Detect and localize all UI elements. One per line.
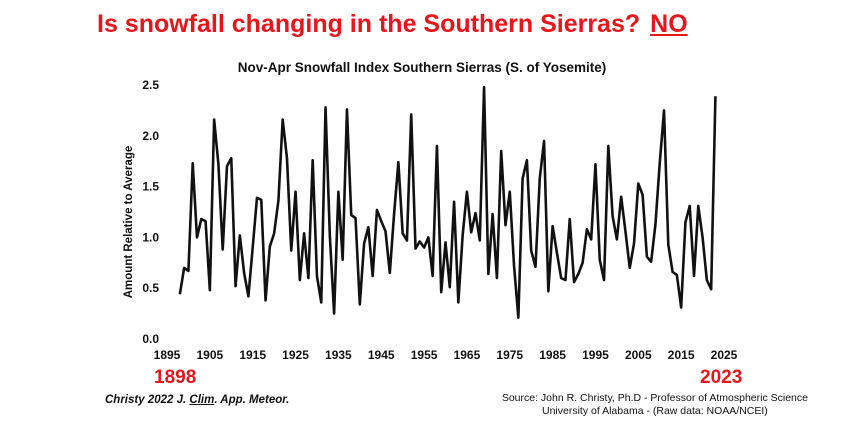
headline: Is snowfall changing in the Southern Sie… [97,10,688,39]
y-tick-label: 0.0 [142,332,159,346]
y-tick-label: 0.5 [142,281,159,295]
x-tick-label: 1915 [239,348,266,362]
x-tick-label: 1895 [154,348,181,362]
x-tick-label: 1995 [582,348,609,362]
chart-title: Nov-Apr Snowfall Index Southern Sierras … [237,60,607,75]
y-tick-label: 1.5 [142,180,159,194]
x-tick-label: 2005 [625,348,652,362]
x-tick-label: 1925 [282,348,309,362]
x-tick-label: 1965 [454,348,481,362]
headline-question: Is snowfall changing in the Southern Sie… [97,10,641,38]
x-tick-label: 1935 [325,348,352,362]
x-tick-label: 1905 [196,348,223,362]
headline-answer: NO [650,10,688,38]
y-axis-label: Amount Relative to Average [123,146,135,299]
x-tick-label: 1975 [496,348,523,362]
x-tick-label: 1955 [411,348,438,362]
source-note: Source: John R. Christy, Ph.D - Professo… [502,392,808,418]
citation: Christy 2022 J. Clim. App. Meteor. [105,394,289,406]
start-year-label: 1898 [154,367,197,388]
y-tick-label: 1.0 [142,230,159,244]
x-tick-label: 1985 [539,348,566,362]
citation-prefix: Christy 2022 J. [105,394,190,406]
series-line [178,85,717,319]
x-tick-label: 1945 [368,348,395,362]
end-year-label: 2023 [700,367,743,388]
source-line-1: Source: John R. Christy, Ph.D - Professo… [501,392,808,404]
y-tick-label: 2.0 [142,129,159,143]
citation-underlined: Clim [189,394,215,406]
citation-suffix: . App. Meteor. [214,394,290,406]
x-tick-label: 2015 [668,348,695,362]
y-tick-label: 2.5 [142,78,159,92]
source-line-2: University of Alabama - (Raw data: NOAA/… [541,405,768,417]
x-tick-label: 2025 [711,348,738,362]
